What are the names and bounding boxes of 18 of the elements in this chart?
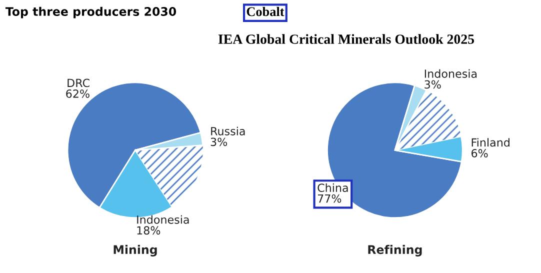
slice-label: Indonesia xyxy=(424,69,477,78)
data-label: 18% xyxy=(137,226,160,235)
text: IEA Global Critical Minerals Outlook 2025 xyxy=(218,34,474,44)
slice-label: Russia xyxy=(211,126,245,136)
data-label: 62% xyxy=(66,89,90,98)
slice-label: DRC xyxy=(68,78,90,88)
data-label: 3% xyxy=(210,138,228,146)
text: Mining xyxy=(114,244,157,256)
pie-slice xyxy=(135,145,203,207)
text: Cobalt xyxy=(246,6,284,16)
data-label: 3% xyxy=(424,80,441,89)
text: Refining xyxy=(368,244,422,256)
data-label: 6% xyxy=(472,149,488,158)
data-label: 77% xyxy=(318,194,342,203)
slice-label: China xyxy=(318,183,348,192)
text: Top three producers 2030 xyxy=(5,6,176,18)
slice-label: Finland xyxy=(472,138,510,147)
slice-label: Indonesia xyxy=(137,215,189,224)
